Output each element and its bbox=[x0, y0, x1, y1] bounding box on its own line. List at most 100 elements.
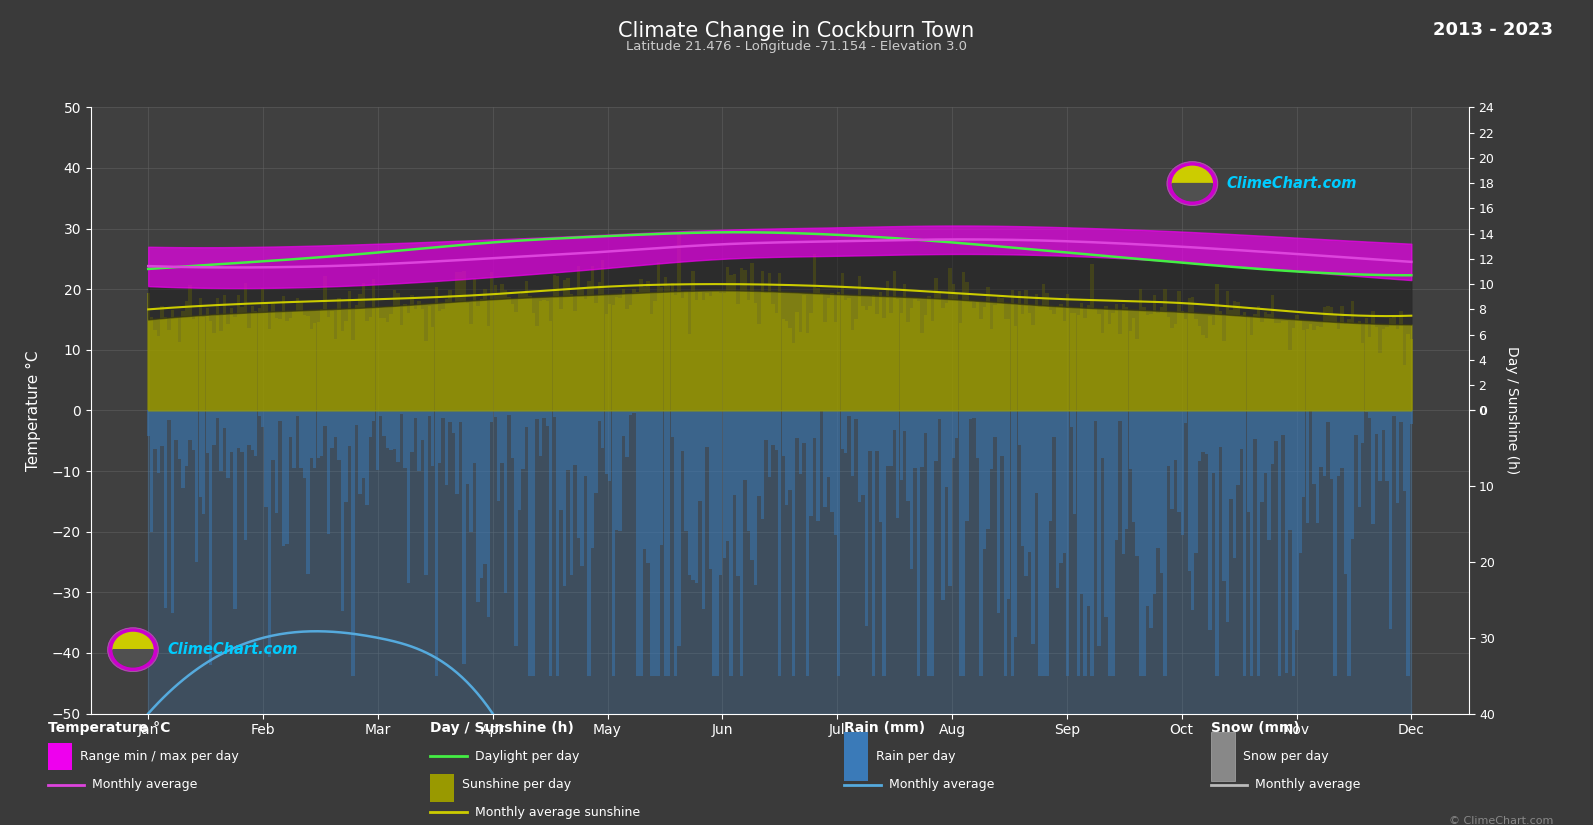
Bar bbox=[441, 309, 444, 411]
Bar bbox=[255, 311, 258, 411]
Bar bbox=[730, 275, 733, 411]
Bar bbox=[962, 411, 965, 676]
Bar bbox=[344, 411, 347, 502]
Bar bbox=[503, 411, 507, 593]
Bar bbox=[969, 302, 972, 411]
Bar bbox=[803, 411, 806, 443]
Bar bbox=[1107, 411, 1112, 676]
Bar bbox=[795, 313, 798, 411]
Bar bbox=[685, 411, 688, 530]
Bar bbox=[688, 411, 691, 575]
Bar bbox=[792, 411, 795, 676]
Bar bbox=[1375, 411, 1378, 434]
Bar bbox=[892, 411, 895, 430]
Bar bbox=[612, 304, 615, 411]
Bar bbox=[1254, 411, 1257, 440]
Bar bbox=[674, 295, 677, 411]
Bar bbox=[1115, 411, 1118, 540]
Bar bbox=[1219, 411, 1222, 447]
Bar bbox=[1368, 411, 1372, 417]
Bar bbox=[217, 299, 220, 411]
Bar bbox=[355, 411, 358, 425]
Bar bbox=[153, 330, 156, 411]
Bar bbox=[268, 329, 271, 411]
Text: 2013 - 2023: 2013 - 2023 bbox=[1434, 21, 1553, 39]
Bar bbox=[494, 285, 497, 411]
Bar bbox=[456, 411, 459, 494]
Bar bbox=[1274, 411, 1278, 441]
Bar bbox=[205, 308, 209, 411]
Text: Monthly average sunshine: Monthly average sunshine bbox=[475, 806, 640, 819]
Bar bbox=[1101, 332, 1104, 411]
Bar bbox=[382, 411, 386, 436]
Bar bbox=[1251, 335, 1254, 411]
Bar bbox=[1101, 411, 1104, 459]
Bar bbox=[285, 411, 288, 544]
Bar bbox=[736, 304, 739, 411]
Text: Climate Change in Cockburn Town: Climate Change in Cockburn Town bbox=[618, 21, 975, 40]
Bar bbox=[715, 291, 718, 411]
Bar bbox=[1045, 411, 1048, 676]
Bar bbox=[288, 411, 292, 437]
Bar bbox=[376, 307, 379, 411]
Bar bbox=[161, 411, 164, 446]
Bar bbox=[1128, 411, 1133, 469]
Text: Monthly average: Monthly average bbox=[1255, 778, 1360, 791]
Bar bbox=[212, 411, 215, 445]
Bar bbox=[341, 332, 344, 411]
Bar bbox=[910, 411, 913, 569]
Bar bbox=[306, 316, 309, 411]
Bar bbox=[924, 411, 927, 433]
Bar bbox=[980, 319, 983, 411]
Bar bbox=[841, 273, 844, 411]
Bar bbox=[465, 411, 470, 484]
Bar bbox=[417, 411, 421, 471]
Bar bbox=[1257, 411, 1260, 676]
Bar bbox=[432, 327, 435, 411]
Bar bbox=[660, 411, 664, 545]
Bar bbox=[279, 411, 282, 422]
Bar bbox=[529, 411, 532, 676]
Bar bbox=[511, 411, 515, 458]
Bar bbox=[667, 285, 671, 411]
Bar bbox=[459, 271, 462, 411]
Bar bbox=[986, 411, 989, 530]
Bar bbox=[733, 411, 736, 494]
Bar bbox=[1112, 313, 1115, 411]
Bar bbox=[403, 411, 406, 468]
Bar bbox=[1360, 411, 1365, 443]
Bar bbox=[48, 742, 72, 770]
Bar bbox=[906, 411, 910, 501]
Bar bbox=[1337, 411, 1340, 476]
Bar bbox=[1198, 326, 1201, 411]
Bar bbox=[400, 411, 403, 414]
Bar bbox=[854, 411, 857, 419]
Bar bbox=[605, 314, 609, 411]
Bar bbox=[664, 277, 667, 411]
Bar bbox=[709, 295, 712, 411]
Bar bbox=[664, 411, 667, 676]
Bar bbox=[508, 411, 511, 415]
Bar bbox=[559, 411, 562, 510]
Bar bbox=[350, 340, 355, 411]
Bar bbox=[524, 411, 529, 427]
Bar bbox=[1024, 290, 1027, 411]
Bar bbox=[969, 411, 972, 419]
Bar bbox=[268, 411, 271, 657]
Bar bbox=[1000, 411, 1004, 456]
Bar bbox=[945, 303, 948, 411]
Bar bbox=[691, 411, 695, 580]
Bar bbox=[1260, 323, 1263, 411]
Bar bbox=[927, 411, 930, 676]
Bar bbox=[1015, 326, 1018, 411]
Bar bbox=[244, 283, 247, 411]
Bar bbox=[1035, 411, 1039, 493]
Bar bbox=[695, 300, 698, 411]
Wedge shape bbox=[113, 633, 153, 650]
Bar bbox=[1042, 285, 1045, 411]
Bar bbox=[605, 411, 609, 474]
Bar bbox=[174, 318, 178, 411]
Bar bbox=[1121, 304, 1125, 411]
Bar bbox=[1357, 411, 1360, 507]
Bar bbox=[296, 411, 299, 416]
